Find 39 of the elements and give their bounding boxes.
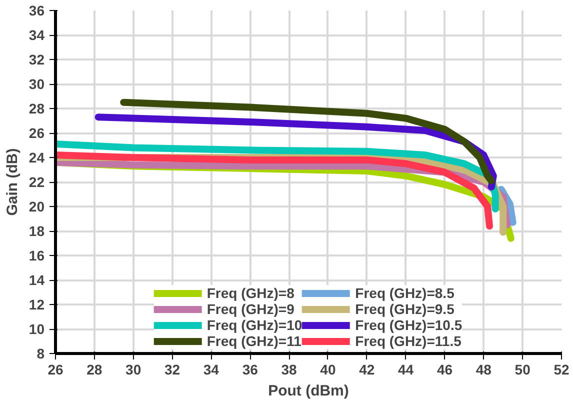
legend-label: Freq (GHz)=11 (206, 333, 302, 349)
x-tick-label: 46 (436, 362, 453, 378)
y-tick-label: 8 (36, 346, 45, 362)
x-tick-label: 48 (476, 362, 492, 378)
y-tick-label: 24 (28, 150, 45, 166)
legend-label: Freq (GHz)=8.5 (355, 285, 454, 301)
x-tick-label: 32 (164, 362, 180, 378)
y-tick-label: 28 (28, 100, 45, 116)
y-tick-label: 26 (28, 125, 45, 141)
x-tick-label: 30 (126, 362, 142, 378)
y-axis-title: Gain (dB) (4, 148, 21, 216)
x-tick-label: 40 (320, 362, 336, 378)
x-tick-label: 36 (242, 362, 258, 378)
legend-label: Freq (GHz)=10.5 (355, 317, 462, 333)
y-tick-label: 10 (28, 321, 45, 337)
y-tick-label: 14 (28, 272, 45, 288)
y-tick-label: 18 (28, 223, 45, 239)
x-tick-label: 28 (86, 362, 102, 378)
y-tick-label: 30 (28, 76, 45, 92)
x-tick-label: 26 (48, 362, 64, 378)
y-tick-label: 22 (28, 174, 45, 190)
x-tick-label: 52 (554, 362, 570, 378)
x-axis-title: Pout (dBm) (268, 382, 349, 400)
legend-label: Freq (GHz)=9.5 (355, 301, 454, 317)
y-tick-label: 16 (28, 248, 45, 264)
legend-label: Freq (GHz)=9 (206, 301, 294, 317)
x-tick-label: 44 (398, 362, 414, 378)
y-tick-label: 12 (28, 296, 45, 312)
x-tick-label: 42 (359, 362, 375, 378)
legend-label: Freq (GHz)=10 (206, 317, 302, 333)
y-tick-label: 34 (28, 27, 45, 43)
legend-label: Freq (GHz)=8 (206, 285, 294, 301)
y-tick-label: 36 (28, 2, 45, 18)
x-tick-label: 34 (203, 362, 220, 378)
y-tick-label: 20 (28, 198, 45, 214)
x-tick-label: 38 (281, 362, 298, 378)
y-tick-label: 32 (28, 52, 45, 68)
legend-label: Freq (GHz)=11.5 (355, 333, 462, 349)
x-tick-label: 50 (514, 362, 531, 378)
